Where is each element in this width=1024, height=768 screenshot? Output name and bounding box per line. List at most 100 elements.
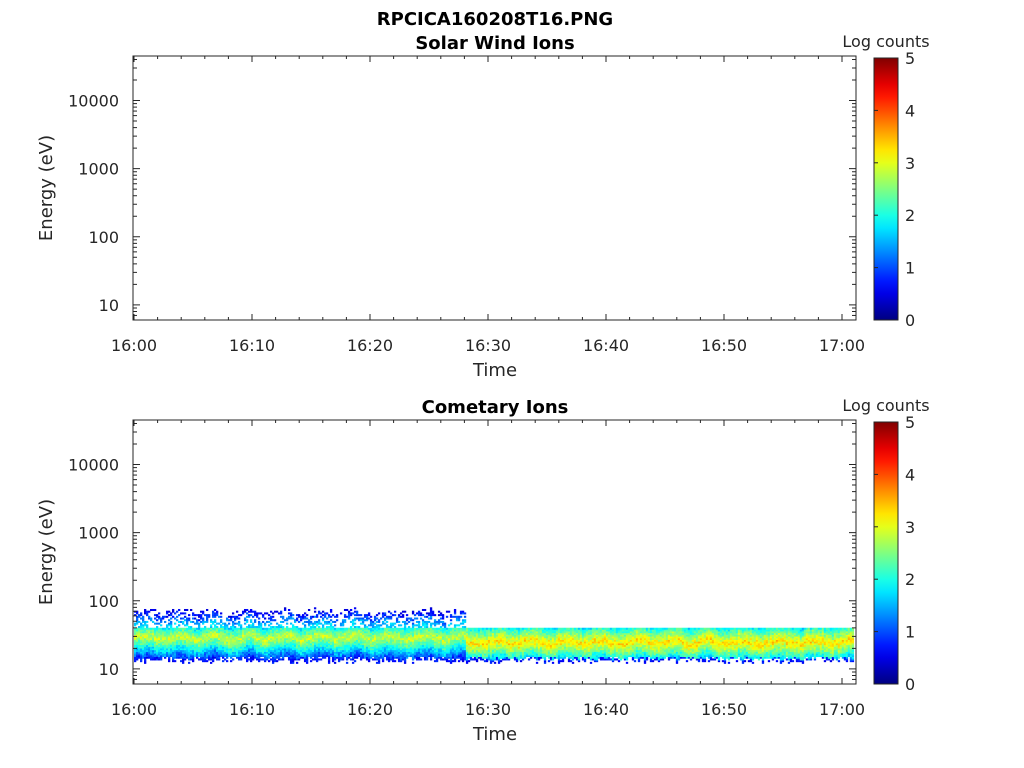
heatmap-cell [335, 656, 339, 659]
heatmap-cell [327, 627, 331, 630]
heatmap-cell [549, 637, 553, 640]
heatmap-cell [299, 653, 303, 656]
heatmap-cell [497, 646, 501, 649]
heatmap-cell [237, 655, 241, 658]
x-tick-label: 16:00 [111, 336, 157, 355]
heatmap-cell [307, 636, 311, 639]
heatmap-cell [273, 634, 277, 637]
heatmap-cell [281, 651, 285, 654]
heatmap-cell [213, 648, 217, 651]
heatmap-cell [279, 612, 283, 615]
heatmap-cell [481, 656, 485, 659]
heatmap-cell [379, 646, 383, 649]
heatmap-cell [479, 644, 483, 647]
heatmap-cell [325, 626, 329, 629]
heatmap-cell [299, 639, 303, 642]
heatmap-cell [247, 626, 251, 629]
heatmap-cell [171, 651, 175, 654]
heatmap-cell [329, 627, 333, 630]
heatmap-cell [497, 641, 501, 644]
heatmap-cell [150, 651, 153, 654]
heatmap-cell [417, 641, 421, 644]
heatmap-cell [427, 634, 431, 637]
heatmap-cell [355, 639, 359, 642]
heatmap-cell [201, 646, 205, 649]
heatmap-cell [507, 634, 511, 637]
heatmap-cell [519, 649, 523, 652]
heatmap-cell [511, 637, 515, 640]
heatmap-cell [501, 655, 505, 658]
heatmap-cell [327, 634, 331, 637]
heatmap-cell [433, 656, 437, 659]
heatmap-cell [319, 643, 323, 646]
heatmap-cell [309, 646, 313, 649]
heatmap-cell [205, 631, 209, 634]
heatmap-cell [241, 655, 245, 658]
heatmap-cell [177, 614, 181, 617]
heatmap-cell [353, 637, 357, 640]
heatmap-cell [537, 649, 541, 652]
heatmap-cell [255, 649, 259, 652]
heatmap-cell [136, 643, 139, 646]
heatmap-cell [349, 631, 353, 634]
heatmap-cell [405, 641, 409, 644]
heatmap-cell [349, 641, 353, 644]
heatmap-cell [167, 653, 171, 656]
heatmap-cell [281, 639, 285, 642]
heatmap-cell [134, 622, 137, 625]
heatmap-cell [477, 631, 481, 634]
heatmap-cell [275, 639, 279, 642]
heatmap-cell [225, 649, 229, 652]
heatmap-cell [523, 639, 527, 642]
heatmap-cell [471, 639, 475, 642]
heatmap-cell [367, 631, 371, 634]
heatmap-cell [521, 644, 525, 647]
heatmap-cell [567, 651, 571, 654]
heatmap-cell [381, 648, 385, 651]
heatmap-cell [537, 655, 541, 658]
heatmap-cell [231, 631, 235, 634]
heatmap-cell [373, 619, 377, 622]
heatmap-cell [193, 617, 197, 620]
heatmap-cell [377, 626, 381, 629]
heatmap-cell [533, 656, 537, 659]
heatmap-cell [425, 646, 429, 649]
heatmap-cell [447, 629, 451, 632]
heatmap-cell [165, 631, 169, 634]
heatmap-cell [271, 649, 275, 652]
heatmap-cell [197, 636, 201, 639]
heatmap-cell [341, 656, 345, 659]
heatmap-cell [545, 655, 549, 658]
heatmap-cell [195, 631, 199, 634]
heatmap-cell [343, 632, 347, 635]
heatmap-cell [417, 629, 421, 632]
heatmap-cell [311, 643, 315, 646]
heatmap-cell [291, 624, 295, 627]
heatmap-cell [549, 646, 553, 649]
heatmap-cell [407, 636, 411, 639]
heatmap-cell [515, 636, 519, 639]
heatmap-cell [249, 655, 253, 658]
heatmap-cell [325, 627, 329, 630]
heatmap-cell [287, 637, 291, 640]
heatmap-cell [441, 617, 445, 620]
heatmap-cell [363, 632, 367, 635]
heatmap-cell [559, 631, 563, 634]
heatmap-cell [185, 649, 189, 652]
heatmap-cell [527, 631, 531, 634]
heatmap-cell [293, 653, 297, 656]
heatmap-cell [503, 636, 507, 639]
heatmap-cell [511, 644, 515, 647]
heatmap-cell [227, 637, 231, 640]
heatmap-cell [567, 658, 571, 661]
heatmap-cell [299, 649, 303, 652]
heatmap-cell [421, 637, 425, 640]
heatmap-cell [359, 614, 363, 617]
heatmap-cell [247, 615, 251, 618]
heatmap-cell [219, 629, 223, 632]
heatmap-cell [539, 637, 543, 640]
heatmap-cell [219, 626, 223, 629]
heatmap-cell [231, 629, 235, 632]
heatmap-cell [279, 627, 283, 630]
heatmap-cell [471, 658, 475, 661]
